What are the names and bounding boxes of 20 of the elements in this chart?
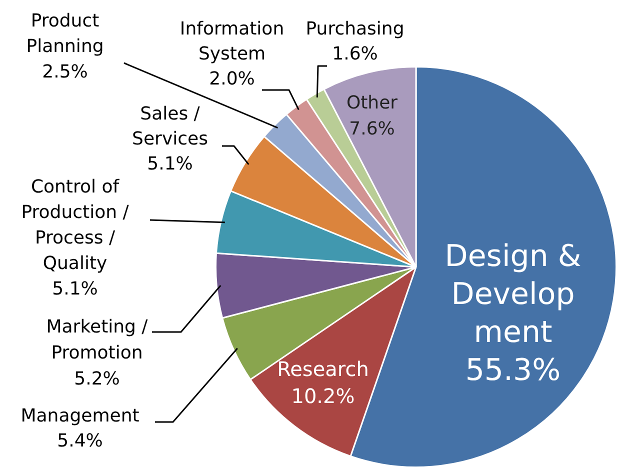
slice-label: Design & Develop ment [444,238,582,350]
slice-label: Control of Production / Process / Quality [21,176,130,274]
data-label: 1.6% [332,44,378,65]
slice-label: Information System [180,18,284,65]
slice-label: Sales / Services [132,104,208,150]
data-label: 5.4% [57,430,103,452]
data-label: 5.1% [147,154,193,175]
slice-label: Purchasing [306,18,404,40]
slice-label: Other [346,92,398,114]
data-label: 55.3% [465,352,561,388]
slice-label: Marketing / Promotion [46,316,149,364]
data-label: 2.0% [209,68,255,90]
data-label: 5.1% [52,278,98,300]
data-label: 7.6% [349,118,395,140]
data-label: 5.2% [74,368,120,390]
slice-label: Research [277,357,369,382]
data-label: 2.5% [42,62,88,83]
slice-label: Product Planning [26,10,104,58]
slice-label: Management [20,406,140,427]
data-label: 10.2% [291,384,355,408]
